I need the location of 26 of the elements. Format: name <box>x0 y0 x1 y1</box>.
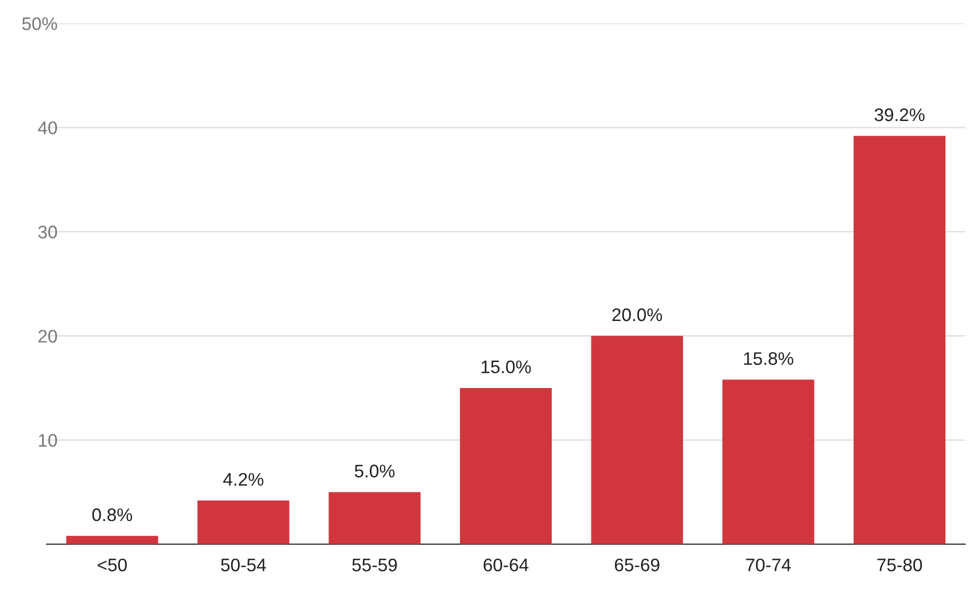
x-tick-label: <50 <box>98 558 127 572</box>
x-tick-label: 70-74 <box>746 558 791 572</box>
bar <box>460 388 552 544</box>
bar <box>66 536 158 544</box>
data-label: 4.2% <box>223 472 264 486</box>
data-label: 20.0% <box>612 308 662 322</box>
bar <box>591 336 684 544</box>
y-tick-label: 30 <box>38 226 57 238</box>
bar <box>328 492 421 544</box>
bar <box>197 500 290 544</box>
y-tick-label: 50% <box>22 17 58 30</box>
y-tick-label: 40 <box>38 121 57 134</box>
data-label: 0.8% <box>92 508 132 522</box>
x-tick-label: 60-64 <box>484 558 528 572</box>
x-tick-label: 50-54 <box>221 558 266 572</box>
bar <box>722 380 814 544</box>
x-tick-label: 55-59 <box>352 558 397 572</box>
y-tick-label: 20 <box>38 330 57 343</box>
x-tick-label: 65-69 <box>614 558 660 572</box>
bar <box>854 136 946 544</box>
data-label: 5.0% <box>354 464 395 478</box>
data-label: 15.8% <box>744 352 794 365</box>
x-tick-label: 75-80 <box>877 558 922 572</box>
data-label: 39.2% <box>874 108 924 122</box>
y-tick-label: 10 <box>38 434 57 447</box>
data-label: 15.0% <box>482 360 531 374</box>
